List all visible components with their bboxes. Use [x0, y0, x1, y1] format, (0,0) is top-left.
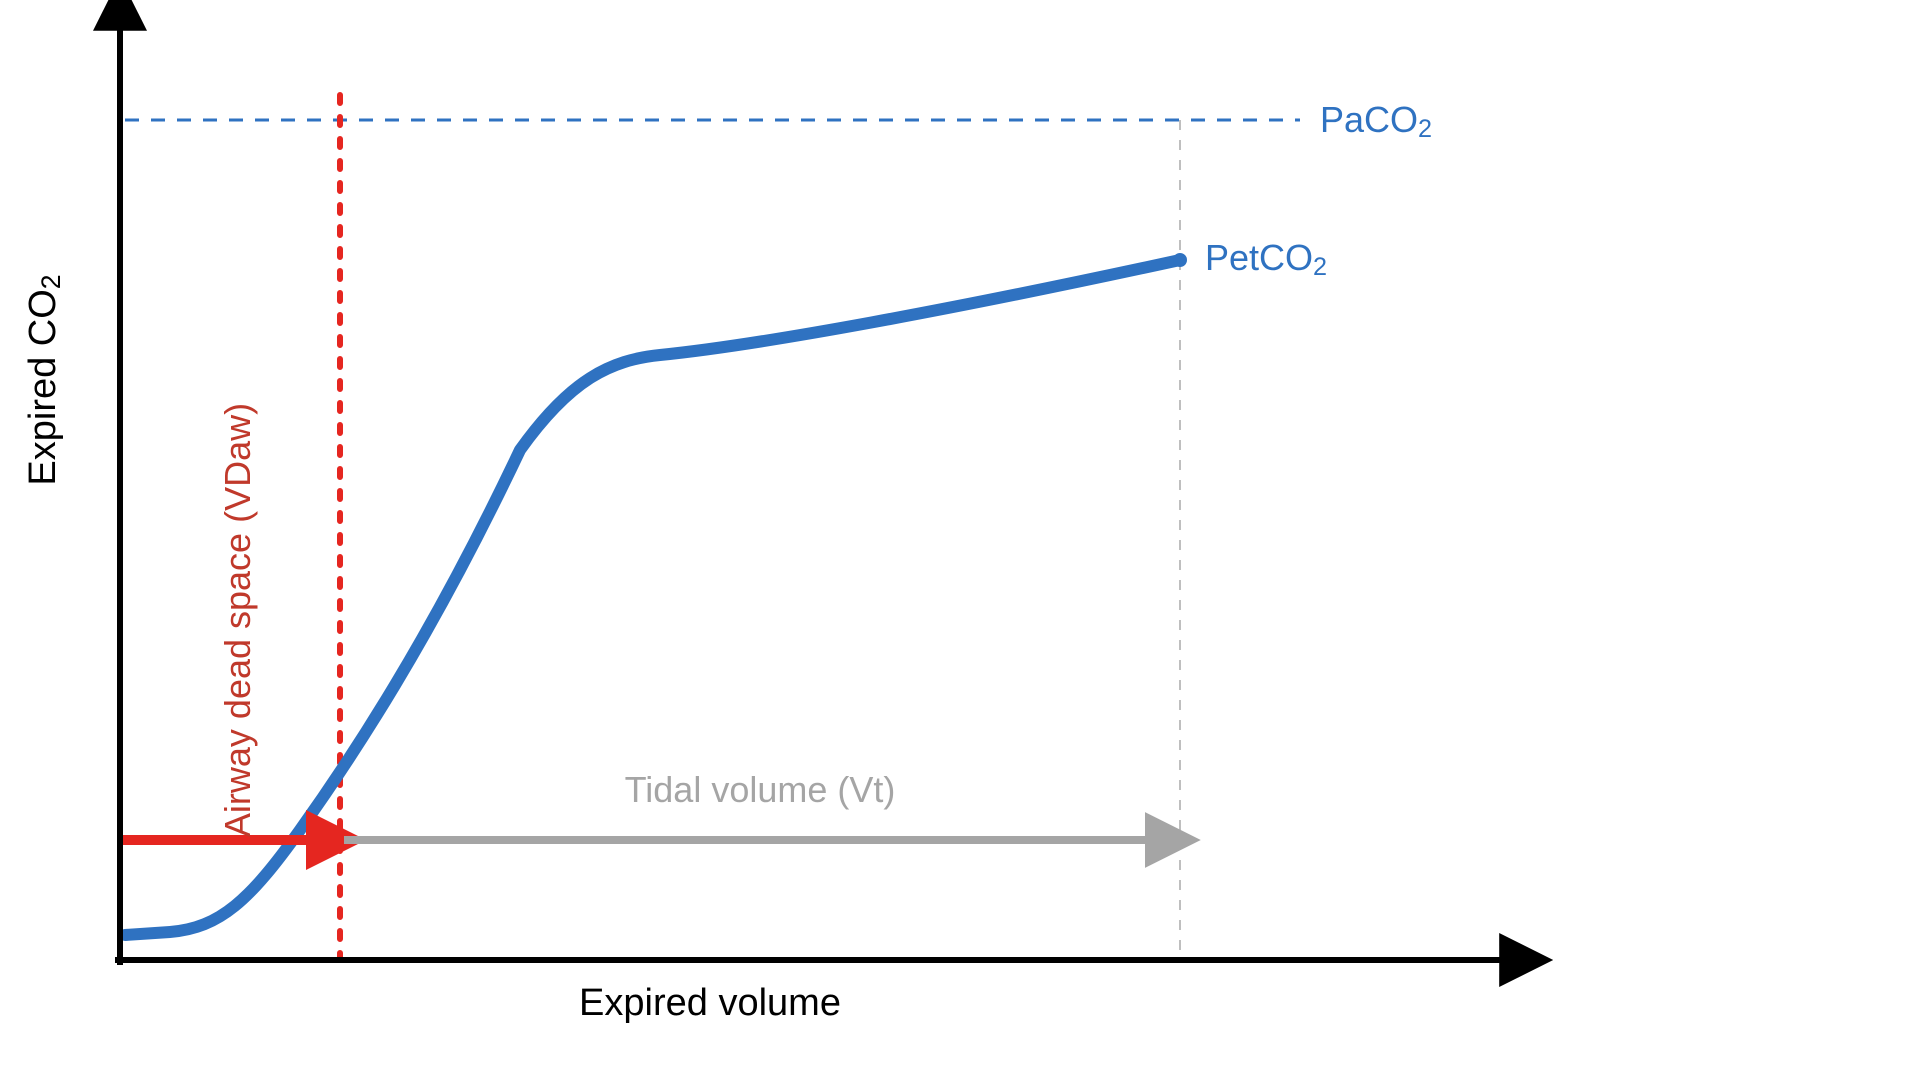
y-axis-label: Expired CO2	[22, 274, 66, 485]
petco2-label: PetCO2	[1205, 237, 1327, 281]
petco2-point	[1173, 253, 1187, 267]
vdaw-label: Airway dead space (VDaw)	[217, 403, 258, 837]
paco2-label: PaCO2	[1320, 99, 1432, 143]
expired-co2-curve	[125, 260, 1180, 935]
chart-svg: Expired volume Expired CO2 PaCO2 PetCO2 …	[0, 0, 1920, 1079]
x-axis-label: Expired volume	[579, 982, 841, 1024]
tidal-volume-label: Tidal volume (Vt)	[625, 769, 896, 810]
capnography-chart: Expired volume Expired CO2 PaCO2 PetCO2 …	[0, 0, 1920, 1079]
